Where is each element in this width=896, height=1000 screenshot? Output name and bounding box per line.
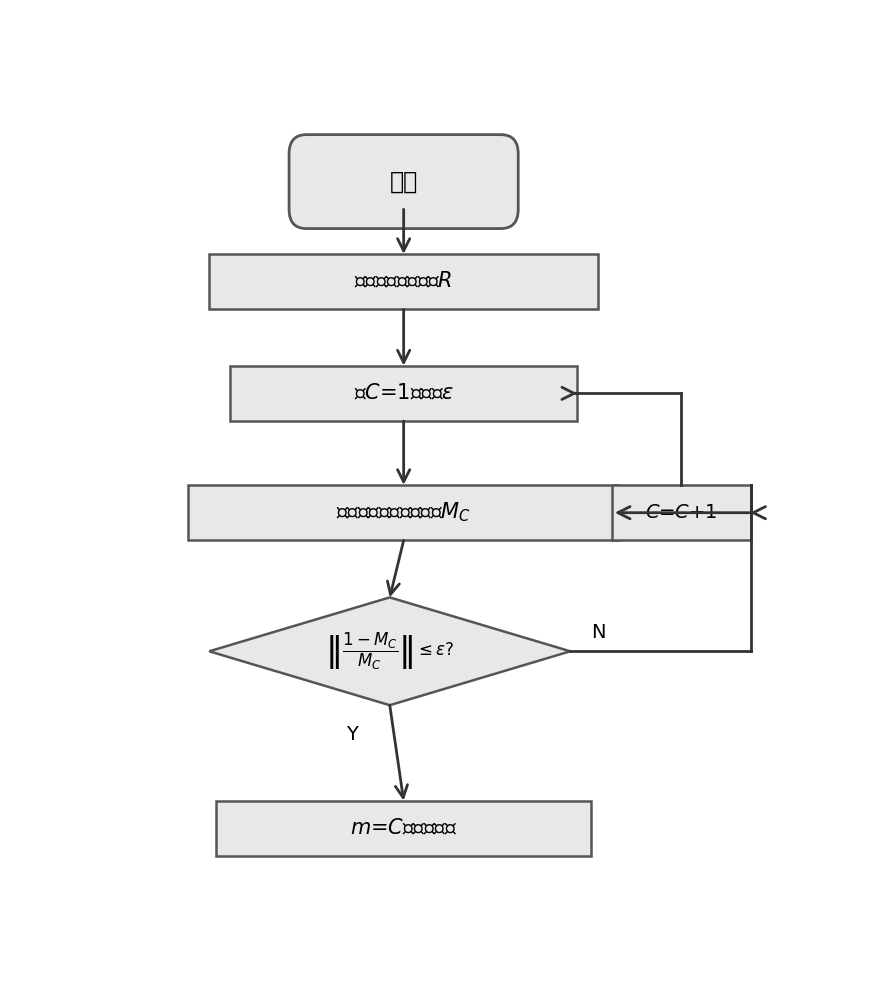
Text: 令$C$=1，输入$\varepsilon$: 令$C$=1，输入$\varepsilon$ <box>354 383 453 403</box>
Text: $C$=$C$+1: $C$=$C$+1 <box>645 503 718 522</box>
Bar <box>612 485 751 540</box>
Bar <box>230 366 577 421</box>
Bar <box>216 801 591 856</box>
Text: 开始: 开始 <box>390 170 418 194</box>
Text: $m$=$C$，输出结果: $m$=$C$，输出结果 <box>350 818 457 838</box>
Text: 计算相关系数矩阵$R$: 计算相关系数矩阵$R$ <box>355 272 452 292</box>
Text: 计算主成分累计贡献率$M_C$: 计算主成分累计贡献率$M_C$ <box>336 501 471 524</box>
FancyBboxPatch shape <box>289 135 518 229</box>
Text: Y: Y <box>346 725 358 744</box>
Bar <box>188 485 619 540</box>
Text: N: N <box>590 623 606 642</box>
Text: $\left\|\dfrac{1-M_C}{M_C}\right\|\leq\varepsilon$?: $\left\|\dfrac{1-M_C}{M_C}\right\|\leq\v… <box>325 631 454 672</box>
Polygon shape <box>210 597 571 705</box>
Bar <box>209 254 599 309</box>
